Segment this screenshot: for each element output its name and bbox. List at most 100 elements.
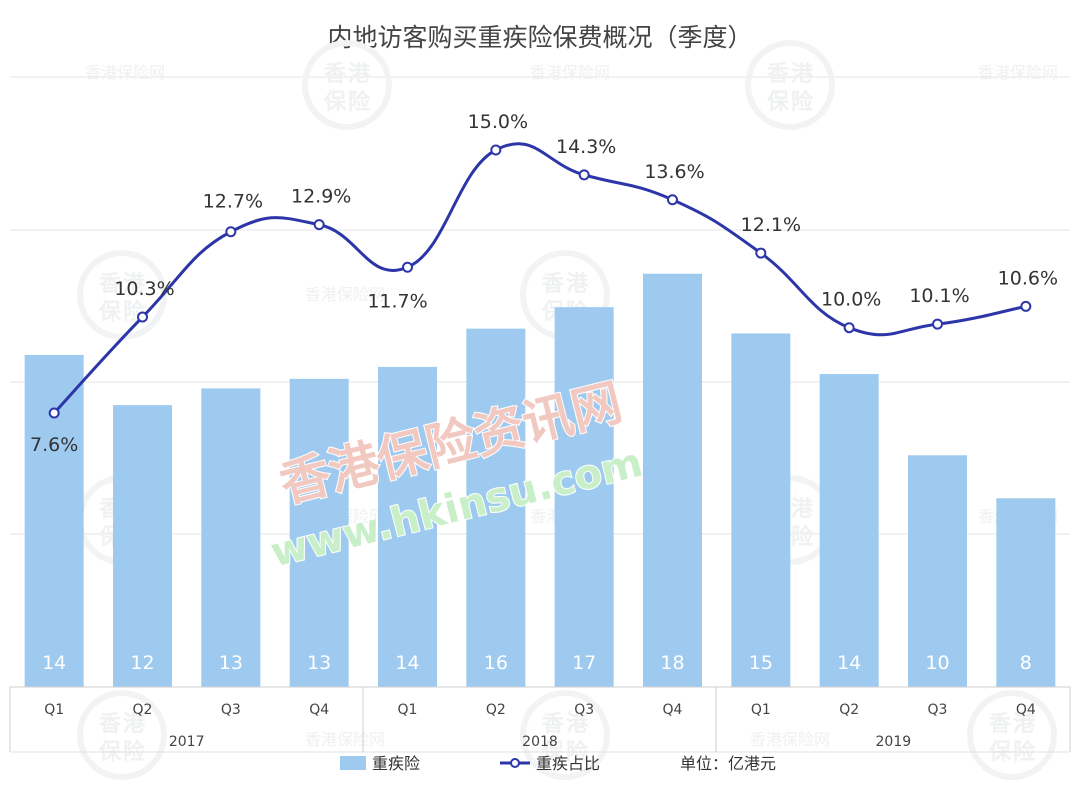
legend-line-label: 重疾占比 <box>536 754 600 773</box>
watermark-logo-char: 港 <box>348 62 371 87</box>
ratio-point <box>225 226 237 238</box>
ratio-label: 12.9% <box>291 186 351 208</box>
watermark-logo-char: 港 <box>1013 712 1036 737</box>
bar-value-label: 14 <box>42 652 66 674</box>
watermark-logo-char: 港 <box>566 272 589 297</box>
watermark-logo-ring <box>745 40 835 130</box>
watermark-logo: 香港保险 <box>967 690 1057 780</box>
watermark-logo-char: 香 <box>542 272 564 297</box>
year-label: 2019 <box>876 734 912 750</box>
ratio-point <box>667 194 678 206</box>
x-tick-label: Q2 <box>486 702 506 718</box>
watermark-logo-char: 港 <box>123 712 146 737</box>
ratio-label: 14.3% <box>556 136 616 158</box>
bar <box>819 374 879 687</box>
x-tick-label: Q1 <box>44 702 64 718</box>
watermark-logo-char: 险 <box>348 89 371 115</box>
watermark-logo: 香港保险 <box>520 690 610 780</box>
x-tick-label: Q3 <box>221 702 241 718</box>
watermark-logo: 香港保险 <box>745 40 835 130</box>
ratio-point <box>843 322 855 334</box>
x-axis <box>9 686 1071 753</box>
watermark-logo-char: 香 <box>542 712 564 737</box>
bar-value-label: 10 <box>925 652 949 674</box>
ratio-point <box>48 407 60 419</box>
bar-value-label: 14 <box>395 652 419 674</box>
bar-value-label: 16 <box>484 652 508 674</box>
watermark-small-text: 香港保险网 <box>305 285 385 304</box>
ratio-label: 11.7% <box>367 290 427 312</box>
x-tick-labels: Q1 Q2 Q3 Q4 Q1 Q2 Q3 Q4 Q1 Q2 Q3 Q4 <box>44 702 1036 718</box>
ratio-label: 12.7% <box>203 191 263 213</box>
watermark-logo-char: 香 <box>324 62 346 87</box>
watermark-small-text: 香港保险网 <box>978 63 1058 82</box>
ratio-label: 10.6% <box>998 267 1058 289</box>
watermark-logo-char: 香 <box>99 272 121 297</box>
bar <box>24 354 84 687</box>
x-tick-label: Q4 <box>1016 702 1036 718</box>
legend: 重疾险 重疾占比 单位：亿港元 <box>340 754 776 773</box>
chart-title: 内地访客购买重疾险保费概况（季度） <box>327 23 752 52</box>
watermark-small-text: 香港保险网 <box>85 63 165 82</box>
bar <box>554 307 614 687</box>
ratio-point <box>755 247 767 259</box>
bar-value-label: 17 <box>572 652 596 674</box>
ratio-line-path <box>53 142 1027 415</box>
x-tick-label: Q4 <box>309 702 329 718</box>
bar-value-label: 8 <box>1020 652 1032 674</box>
x-tick-label: Q3 <box>928 702 948 718</box>
year-label: 2017 <box>169 734 205 750</box>
watermark-logo-char: 香 <box>767 62 789 87</box>
watermark-logo-char: 保 <box>766 90 790 115</box>
ratio-label: 15.0% <box>468 111 528 133</box>
bar <box>908 455 967 687</box>
x-tick-label: Q2 <box>133 702 153 718</box>
watermark-small-text: 香港保险网 <box>530 63 610 82</box>
ratio-label: 10.1% <box>909 285 969 307</box>
watermark-logo-char: 香 <box>99 712 121 737</box>
ratio-label: 12.1% <box>741 214 801 236</box>
ratio-label: 10.3% <box>114 278 174 300</box>
ratio-point <box>932 318 943 330</box>
watermark-logo-char: 港 <box>566 712 589 737</box>
x-tick-label: Q1 <box>398 702 418 718</box>
watermark-logo: 香港保险 <box>302 40 392 130</box>
legend-line-marker <box>510 758 520 768</box>
bar-value-label: 13 <box>307 652 331 674</box>
watermark-logo-char: 险 <box>791 524 814 550</box>
bar-value-label: 15 <box>749 652 773 674</box>
watermark-logo-ring <box>967 690 1057 780</box>
year-labels: 2017 2018 2019 <box>169 734 911 750</box>
watermark-logo-char: 港 <box>791 497 814 522</box>
x-tick-label: Q3 <box>574 702 594 718</box>
ratio-point <box>313 219 325 231</box>
watermark-logo-char: 香 <box>989 712 1011 737</box>
bar-value-label: 18 <box>660 652 684 674</box>
watermark-logo-char: 港 <box>123 272 146 297</box>
ratio-point <box>402 261 413 273</box>
unit-label: 单位：亿港元 <box>680 754 776 773</box>
bar <box>289 378 349 687</box>
watermark-logo-char: 港 <box>791 62 814 87</box>
watermark-logo-char: 保 <box>323 90 347 115</box>
ratio-label: 13.6% <box>644 161 704 183</box>
ratio-point <box>137 311 148 323</box>
watermark-logo-ring <box>302 40 392 130</box>
ratio-label: 10.0% <box>821 289 881 311</box>
watermark-small-text: 香港保险网 <box>305 730 385 749</box>
x-tick-label: Q1 <box>751 702 771 718</box>
bars <box>24 273 1056 687</box>
bar <box>731 333 791 687</box>
watermark-logo-ring <box>520 690 610 780</box>
watermark-small-text: 香港保险网 <box>750 730 830 749</box>
legend-bar-swatch <box>340 756 366 770</box>
bar-value-labels: 14 12 13 13 14 16 17 18 15 14 10 8 <box>42 652 1032 674</box>
watermark-logo-ring <box>77 690 167 780</box>
bar <box>378 366 437 687</box>
bar-value-label: 12 <box>130 652 154 674</box>
legend-bar-label: 重疾险 <box>372 754 420 773</box>
ratio-point <box>578 169 590 181</box>
bar <box>466 328 526 687</box>
watermark-logo-char: 保 <box>98 300 122 325</box>
